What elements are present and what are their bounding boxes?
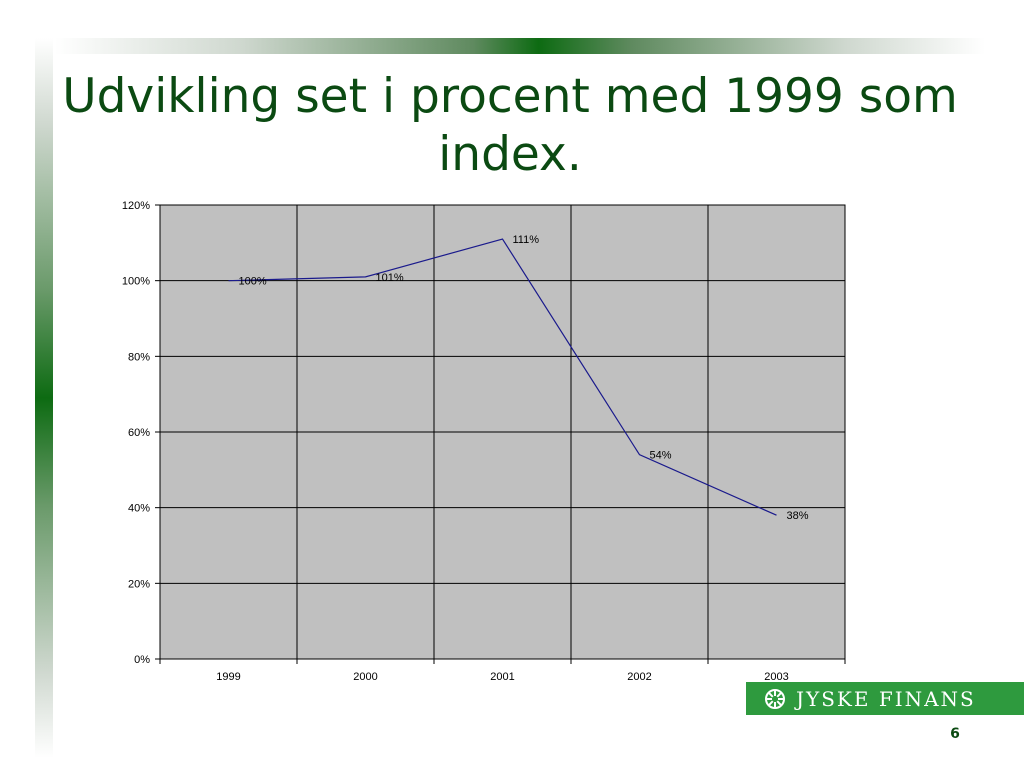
y-tick-label: 0% (134, 654, 150, 666)
series-line (228, 238, 777, 516)
data-label: 111% (513, 234, 540, 246)
y-tick-label: 120% (122, 200, 150, 212)
slide-title: Udvikling set i procent med 1999 som ind… (62, 69, 958, 182)
y-tick-label: 80% (128, 351, 150, 363)
x-tick-label: 2000 (353, 671, 377, 683)
data-label: 100% (239, 276, 267, 288)
data-label: 54% (650, 450, 672, 462)
y-tick-label: 40% (128, 503, 150, 515)
top-decorative-bar (55, 38, 985, 54)
y-tick-label: 20% (128, 578, 150, 590)
page-number: 6 (950, 726, 960, 742)
axes: 0% 20% 40% 60% 80% 100% 120% 1999 2000 2001 2002 20… (122, 200, 846, 683)
data-labels: 100% 101% 111% 54% 38% (239, 234, 809, 522)
logo-text: JYSKE FINANS (796, 686, 976, 711)
y-tick-label: 60% (128, 427, 150, 439)
x-tick-label: 2001 (490, 671, 514, 683)
x-tick-label: 2002 (627, 671, 651, 683)
x-tick-label: 2003 (764, 671, 788, 683)
side-decorative-bar (35, 38, 53, 758)
gridlines (160, 204, 845, 659)
y-tick-label: 100% (122, 276, 150, 288)
x-tick-label: 1999 (216, 671, 240, 683)
data-label: 101% (376, 272, 404, 284)
series (228, 238, 777, 516)
data-label: 38% (787, 510, 809, 522)
jyske-finans-logo: JYSKE FINANS (746, 682, 1024, 715)
logo-emblem-icon (765, 688, 785, 709)
